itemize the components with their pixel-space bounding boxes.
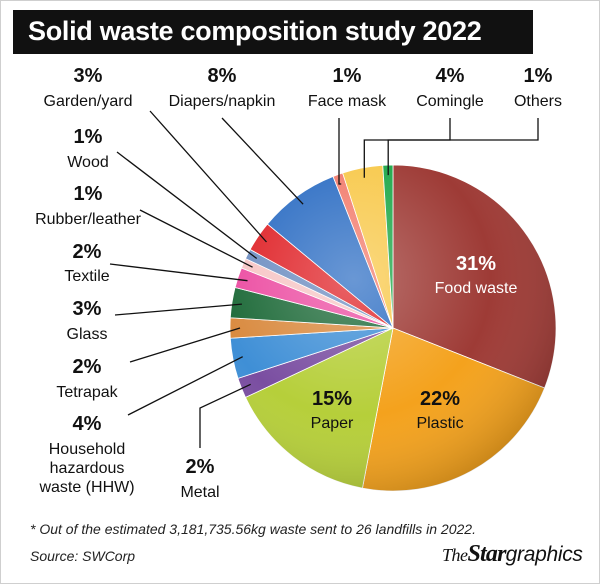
slice-value-face-mask: 1% <box>333 65 362 87</box>
slice-value-garden-yard: 3% <box>74 65 103 87</box>
slice-label-diapers-napkin: Diapers/napkin <box>169 93 276 110</box>
slice-label-household-hazardous-waste-hhw-line-3: waste (HHW) <box>38 479 134 496</box>
slice-value-tetrapak: 2% <box>73 356 102 378</box>
brand-logo: TheStargraphics <box>442 541 583 568</box>
leader-line-others <box>387 118 539 176</box>
slice-label-food-waste: Food waste <box>435 280 518 297</box>
slice-label-garden-yard: Garden/yard <box>44 93 133 110</box>
slice-value-glass: 3% <box>73 298 102 320</box>
slice-label-wood: Wood <box>67 154 109 171</box>
source-note: Source: SWCorp <box>30 548 136 564</box>
slice-value-comingle: 4% <box>436 65 465 87</box>
slice-label-others: Others <box>514 93 562 110</box>
slice-label-face-mask: Face mask <box>308 93 387 110</box>
slice-value-metal: 2% <box>186 456 215 478</box>
slice-value-textile: 2% <box>73 241 102 263</box>
slice-value-wood: 1% <box>74 126 103 148</box>
slice-label-metal: Metal <box>180 484 219 501</box>
leader-line-glass <box>114 303 242 316</box>
chart-title: Solid waste composition study 2022 <box>28 16 482 46</box>
title-bar <box>13 10 533 54</box>
slice-value-paper: 15% <box>312 388 352 410</box>
leader-line-metal <box>199 383 251 448</box>
leader-line-wood <box>116 151 258 260</box>
leader-line-face-mask <box>338 118 342 185</box>
slice-label-rubber-leather: Rubber/leather <box>35 211 142 228</box>
slice-value-diapers-napkin: 8% <box>208 65 237 87</box>
leader-line-garden-yard <box>149 110 267 243</box>
slice-label-plastic: Plastic <box>416 415 463 432</box>
slice-label-tetrapak: Tetrapak <box>56 384 118 401</box>
slice-label-household-hazardous-waste-hhw-line-1: Household <box>49 441 126 458</box>
brand-part-1: The <box>442 545 468 565</box>
slice-value-others: 1% <box>524 65 553 87</box>
leader-line-household-hazardous-waste-hhw <box>127 356 243 416</box>
slice-label-textile: Textile <box>64 268 109 285</box>
leader-line-rubber-leather <box>139 209 253 268</box>
leader-line-diapers-napkin <box>221 117 304 205</box>
slice-label-glass: Glass <box>67 326 108 343</box>
footnote: * Out of the estimated 3,181,735.56kg wa… <box>30 521 476 537</box>
slice-value-household-hazardous-waste-hhw: 4% <box>73 413 102 435</box>
slice-value-food-waste: 31% <box>456 253 496 275</box>
slice-label-household-hazardous-waste-hhw-line-2: hazardous <box>50 460 125 477</box>
leader-line-tetrapak <box>129 327 241 363</box>
slice-value-plastic: 22% <box>420 388 460 410</box>
brand-part-3: graphics <box>505 543 583 566</box>
slice-label-paper: Paper <box>311 415 354 432</box>
slice-label-comingle: Comingle <box>416 93 484 110</box>
leader-line-textile <box>109 263 248 282</box>
brand-part-2: Star <box>467 541 507 567</box>
slice-value-rubber-leather: 1% <box>74 183 103 205</box>
